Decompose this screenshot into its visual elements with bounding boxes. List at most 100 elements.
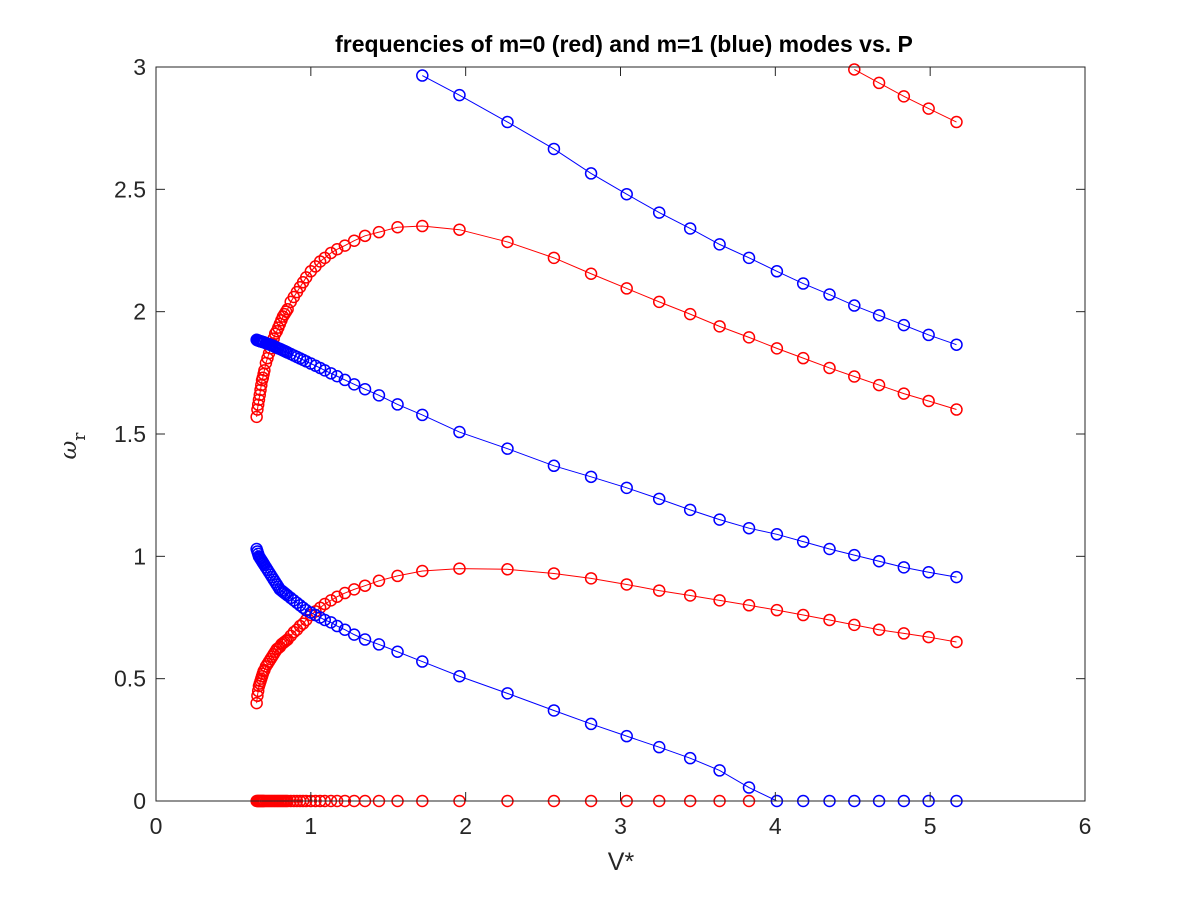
data-point — [416, 219, 429, 233]
axes: 0 1 2 3 4 5 6 0 0.5 1 1.5 2 2.5 3 — [114, 54, 1091, 839]
data-point — [358, 229, 372, 243]
data-point — [324, 616, 338, 629]
x-tick-label: 0 — [150, 813, 163, 839]
data-point — [453, 669, 466, 683]
data-point — [268, 327, 282, 340]
data-point — [416, 408, 429, 422]
series-blue-4 — [250, 542, 963, 808]
data-point — [683, 503, 697, 517]
series-red-0 — [250, 562, 963, 710]
data-point — [652, 740, 666, 754]
data-point — [848, 63, 861, 76]
data-point — [848, 370, 861, 383]
series-line — [854, 69, 957, 123]
data-point — [823, 361, 836, 375]
data-point — [872, 76, 886, 90]
data-point — [620, 578, 633, 591]
chart-title: frequencies of m=0 (red) and m=1 (blue) … — [335, 31, 913, 57]
data-point — [251, 398, 265, 411]
y-axis-label-subscript: r — [70, 432, 90, 441]
data-point — [922, 328, 935, 342]
y-tick-label: 0.5 — [114, 666, 146, 692]
data-point — [683, 589, 697, 602]
series-blue-6 — [416, 69, 963, 351]
data-point — [453, 562, 466, 575]
data-point — [584, 167, 598, 180]
data-point — [652, 206, 666, 219]
data-point — [330, 370, 344, 383]
series-line — [422, 75, 957, 346]
data-point — [848, 618, 861, 632]
data-point — [347, 378, 361, 391]
data-point — [324, 594, 338, 607]
data-point — [922, 630, 935, 644]
data-point — [372, 225, 386, 239]
data-point — [713, 513, 726, 526]
data-point — [796, 608, 810, 622]
data-point — [950, 570, 963, 584]
data-point — [347, 628, 361, 641]
data-point — [547, 142, 561, 156]
data-point — [416, 69, 429, 82]
data-point — [950, 635, 963, 649]
data-point — [922, 394, 935, 408]
y-tick-label: 1.5 — [114, 421, 146, 447]
data-point — [950, 115, 963, 129]
data-point — [253, 388, 266, 402]
data-point — [391, 569, 404, 583]
data-point — [347, 234, 361, 247]
data-point — [258, 364, 271, 377]
data-point — [872, 623, 886, 636]
data-point — [391, 398, 404, 411]
data-point — [823, 613, 836, 627]
data-point — [372, 389, 386, 402]
data-point — [770, 528, 784, 541]
plot-area — [250, 63, 963, 808]
data-point — [330, 243, 344, 256]
data-point — [770, 342, 784, 355]
data-point — [796, 351, 810, 365]
data-point — [683, 307, 697, 321]
data-point — [279, 305, 293, 318]
series-blue-5 — [250, 333, 963, 584]
data-point — [742, 521, 756, 535]
data-point — [372, 574, 386, 588]
data-point — [652, 584, 666, 597]
x-tick-label: 5 — [924, 813, 937, 839]
data-point — [252, 393, 266, 406]
y-axis-label-symbol: ω — [56, 440, 82, 459]
data-point — [796, 277, 810, 290]
data-point — [620, 729, 633, 743]
data-point — [848, 548, 861, 562]
data-point — [281, 633, 294, 646]
y-tick-label: 2.5 — [114, 176, 146, 202]
y-tick-label: 2 — [133, 299, 146, 325]
data-point — [453, 425, 466, 439]
data-point — [547, 704, 561, 717]
data-point — [620, 282, 633, 295]
data-point — [547, 567, 561, 580]
data-point — [547, 251, 561, 265]
data-point — [501, 115, 514, 129]
data-point — [652, 295, 666, 309]
data-point — [584, 267, 598, 280]
data-point — [372, 638, 386, 651]
data-point — [324, 367, 338, 380]
x-tick-label: 6 — [1079, 813, 1092, 839]
x-axis-label: V* — [608, 848, 635, 876]
data-point — [416, 655, 429, 668]
data-point — [501, 442, 514, 455]
data-point — [683, 751, 697, 765]
data-point — [897, 318, 911, 332]
data-point — [358, 579, 372, 592]
data-point — [950, 338, 963, 351]
y-tick-label: 0 — [133, 788, 146, 814]
data-point — [416, 564, 429, 578]
data-point — [453, 88, 466, 102]
data-point — [584, 717, 598, 731]
data-point — [324, 246, 338, 260]
data-point — [254, 383, 267, 397]
data-point — [347, 583, 361, 596]
data-point — [823, 288, 836, 301]
